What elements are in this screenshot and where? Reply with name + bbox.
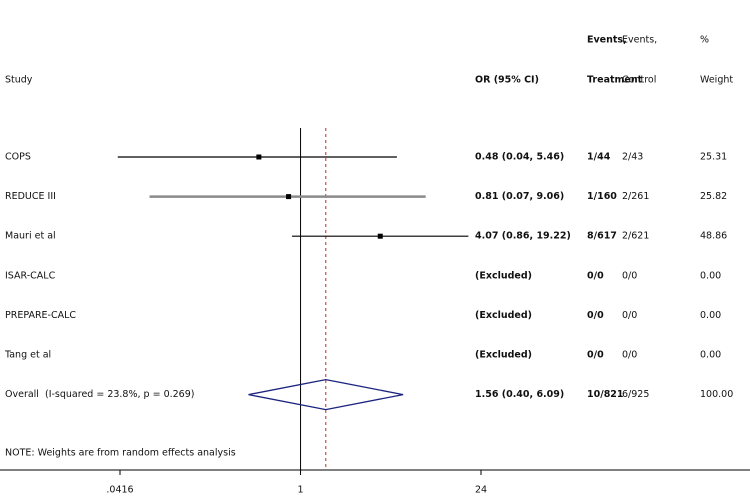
events-treatment: 10/821 [587,389,624,400]
study-label: PREPARE-CALC [5,310,76,321]
x-tick-label: 24 [475,485,487,496]
weight: 0.00 [700,270,721,281]
or-label: 0.48 (0.04, 5.46) [475,152,564,163]
header: % [700,35,709,46]
or-label: (Excluded) [475,310,532,321]
events-control: 2/261 [622,191,649,202]
study-label: COPS [5,152,31,163]
point-estimate [377,233,383,239]
header: Events, [622,35,657,46]
weight: 100.00 [700,389,733,400]
weight: 0.00 [700,310,721,321]
weight: 25.82 [700,191,727,202]
or-label: 4.07 (0.86, 19.22) [475,231,571,242]
events-treatment: 1/44 [587,152,611,163]
or-label: 0.81 (0.07, 9.06) [475,191,564,202]
header: Control [622,75,656,86]
study-label: Tang et al [4,350,51,361]
header: Study [5,75,33,86]
weight: 0.00 [700,350,721,361]
or-label: (Excluded) [475,350,532,361]
events-control: 0/0 [622,350,637,361]
study-label: Mauri et al [5,231,56,242]
header: OR (95% CI) [475,75,539,86]
weight: 25.31 [700,152,727,163]
header: Weight [700,75,733,86]
events-treatment: 0/0 [587,310,604,321]
or-label: 1.56 (0.40, 6.09) [475,389,564,400]
study-label: REDUCE III [5,191,56,202]
events-treatment: 0/0 [587,270,604,281]
study-label: ISAR-CALC [5,270,56,281]
events-control: 0/0 [622,270,637,281]
x-tick-label: 1 [298,485,304,496]
events-control: 6/925 [622,389,649,400]
weight: 48.86 [700,231,727,242]
header: Events, [587,35,627,46]
point-estimate [256,154,262,160]
events-control: 0/0 [622,310,637,321]
or-label: (Excluded) [475,270,532,281]
point-estimate [286,194,292,200]
events-treatment: 1/160 [587,191,617,202]
overall-label: Overall (I-squared = 23.8%, p = 0.269) [5,389,194,400]
overall-diamond [248,378,404,411]
x-tick-label: .0416 [106,485,133,496]
note: NOTE: Weights are from random effects an… [5,448,236,459]
events-control: 2/621 [622,231,649,242]
header: Treatment [587,75,643,86]
events-control: 2/43 [622,152,643,163]
events-treatment: 0/0 [587,350,604,361]
events-treatment: 8/617 [587,231,617,242]
